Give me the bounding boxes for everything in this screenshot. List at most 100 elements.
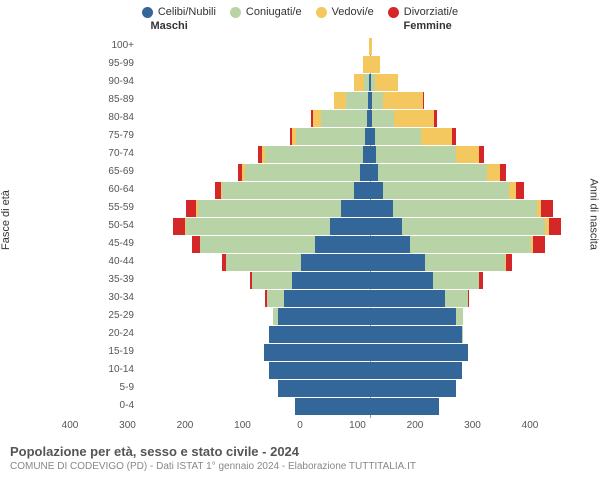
- age-row: 25-291994-1998: [140, 308, 600, 326]
- bar-male: [354, 182, 370, 199]
- bar-male: [292, 272, 370, 289]
- age-row: 65-691954-1958: [140, 164, 600, 182]
- age-label: 15-19: [92, 346, 134, 357]
- bar-female: [383, 92, 423, 109]
- bar-female: [549, 218, 562, 235]
- bar-male: [292, 128, 297, 145]
- header-female: Femmine: [404, 20, 452, 32]
- bar-female: [370, 218, 402, 235]
- bar-female: [468, 290, 469, 307]
- age-row: 5-92014-2018: [140, 380, 600, 398]
- bar-male: [278, 380, 370, 397]
- bar-male: [245, 164, 360, 181]
- bar-female: [375, 74, 398, 91]
- bar-male: [278, 308, 370, 325]
- age-label: 100+: [92, 40, 134, 51]
- bar-male: [269, 362, 370, 379]
- bar-female: [479, 272, 482, 289]
- bar-female: [434, 110, 436, 127]
- age-row: 70-741949-1953: [140, 146, 600, 164]
- bar-male: [221, 182, 222, 199]
- bar-female: [372, 92, 382, 109]
- age-label: 90-94: [92, 76, 134, 87]
- bar-female: [506, 254, 512, 271]
- bar-female: [445, 290, 468, 307]
- bar-male: [198, 200, 342, 217]
- bar-female: [370, 236, 410, 253]
- age-label: 0-4: [92, 400, 134, 411]
- age-label: 60-64: [92, 184, 134, 195]
- bar-male: [346, 92, 368, 109]
- x-axis: 4003002001000100200300400: [70, 418, 530, 438]
- legend-swatch: [142, 7, 153, 18]
- age-label: 40-44: [92, 256, 134, 267]
- bar-male: [196, 200, 197, 217]
- legend-swatch: [230, 7, 241, 18]
- bar-female: [370, 344, 468, 361]
- age-label: 70-74: [92, 148, 134, 159]
- bar-female: [456, 308, 463, 325]
- bar-female: [433, 272, 479, 289]
- legend-swatch: [388, 7, 399, 18]
- bar-female: [370, 182, 383, 199]
- column-headers: Maschi Femmine: [0, 20, 600, 38]
- bar-female: [479, 146, 484, 163]
- bar-female: [372, 110, 394, 127]
- bar-female: [425, 254, 506, 271]
- bar-male: [258, 146, 261, 163]
- bar-male: [222, 182, 354, 199]
- age-label: 80-84: [92, 112, 134, 123]
- age-row: 50-541969-1973: [140, 218, 600, 236]
- bar-male: [264, 344, 370, 361]
- bar-female: [533, 236, 545, 253]
- bar-female: [370, 362, 462, 379]
- bar-female: [456, 146, 479, 163]
- age-row: 85-891934-1938: [140, 92, 600, 110]
- age-row: 30-341989-1993: [140, 290, 600, 308]
- bar-male: [363, 146, 370, 163]
- legend-item: Coniugati/e: [230, 6, 302, 18]
- bar-male: [321, 110, 367, 127]
- bar-female: [541, 200, 553, 217]
- bar-male: [262, 146, 265, 163]
- x-tick: 400: [62, 420, 79, 431]
- bar-female: [378, 164, 487, 181]
- bar-male: [315, 236, 370, 253]
- age-label: 35-39: [92, 274, 134, 285]
- bar-female: [421, 128, 453, 145]
- population-pyramid-chart: Celibi/NubiliConiugati/eVedovi/eDivorzia…: [0, 0, 600, 500]
- age-row: 80-841939-1943: [140, 110, 600, 128]
- chart-subtitle: COMUNE DI CODEVIGO (PD) - Dati ISTAT 1° …: [10, 459, 590, 472]
- bar-male: [185, 218, 186, 235]
- bar-female: [370, 254, 425, 271]
- bar-female: [370, 200, 393, 217]
- chart-title: Popolazione per età, sesso e stato civil…: [10, 444, 590, 459]
- bar-male: [242, 164, 244, 181]
- age-row: 60-641959-1963: [140, 182, 600, 200]
- bar-male: [334, 92, 346, 109]
- bar-male: [354, 74, 364, 91]
- bar-male: [226, 254, 301, 271]
- age-row: 55-591964-1968: [140, 200, 600, 218]
- bar-female: [370, 38, 372, 55]
- bar-male: [296, 128, 365, 145]
- bar-female: [410, 236, 531, 253]
- age-row: 10-142009-2013: [140, 362, 600, 380]
- age-row: 100+≤ 1923: [140, 38, 600, 56]
- bar-female: [500, 164, 506, 181]
- legend: Celibi/NubiliConiugati/eVedovi/eDivorzia…: [0, 0, 600, 20]
- bar-female: [516, 182, 524, 199]
- bar-male: [295, 398, 370, 415]
- legend-swatch: [316, 7, 327, 18]
- age-label: 25-29: [92, 310, 134, 321]
- age-label: 20-24: [92, 328, 134, 339]
- bar-female: [487, 164, 500, 181]
- x-tick: 300: [119, 420, 136, 431]
- bar-male: [267, 290, 284, 307]
- legend-item: Divorziati/e: [388, 6, 458, 18]
- bar-female: [394, 110, 434, 127]
- bar-male: [284, 290, 370, 307]
- bar-male: [200, 236, 315, 253]
- bar-male: [186, 200, 196, 217]
- plot-area: 100+≤ 192395-991924-192890-941929-193385…: [140, 38, 600, 418]
